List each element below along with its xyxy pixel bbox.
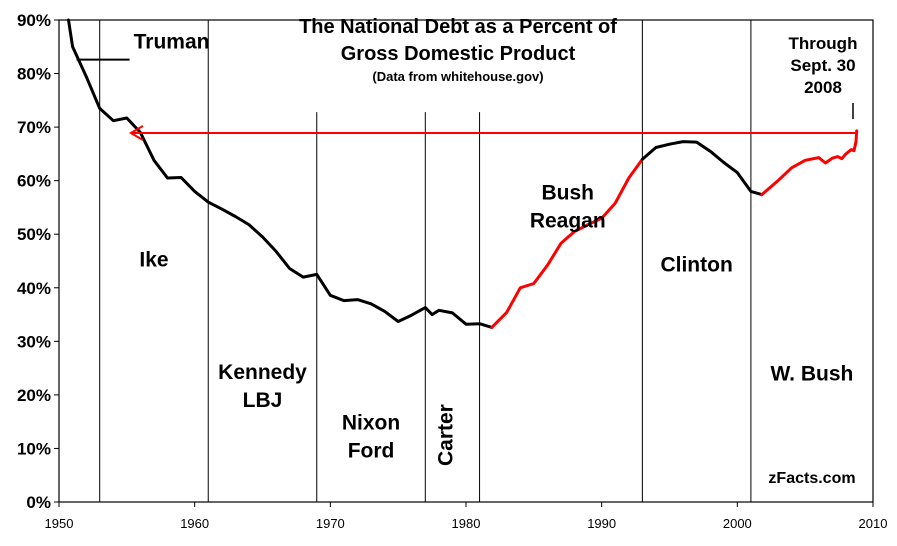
y-tick-label: 70%: [17, 118, 51, 137]
x-tick-label: 1950: [45, 516, 74, 531]
series-line-2: [490, 157, 644, 329]
y-tick-label: 40%: [17, 279, 51, 298]
y-tick-label: 60%: [17, 172, 51, 191]
president-label-kennedy-lbj: Kennedy: [218, 361, 307, 384]
series-line-1: [67, 18, 494, 329]
y-tick-label: 0%: [26, 493, 51, 512]
reference-arrow-head: [128, 125, 144, 141]
president-label-ike: Ike: [139, 248, 168, 271]
x-tick-label: 2000: [723, 516, 752, 531]
chart-title-line: The National Debt as a Percent of: [299, 16, 617, 38]
chart-subtitle: (Data from whitehouse.gov): [372, 69, 543, 84]
president-label-w-bush: W. Bush: [771, 362, 854, 385]
y-tick-label: 50%: [17, 225, 51, 244]
y-tick-label: 20%: [17, 386, 51, 405]
president-label-bush-reagan: Bush: [542, 181, 595, 204]
president-label-truman: Truman: [134, 30, 210, 53]
labels-layer: The National Debt as a Percent of Gross D…: [76, 16, 858, 487]
y-tick-label: 30%: [17, 332, 51, 351]
through-date-note: 2008: [804, 78, 842, 97]
president-label-bush-reagan: Reagan: [530, 209, 606, 232]
x-tick-label: 1990: [587, 516, 616, 531]
y-tick-label: 10%: [17, 439, 51, 458]
axes-layer: 0% 10% 20% 30% 40% 50% 60% 70% 80% 90% 1950 1960 197…: [17, 11, 887, 531]
through-date-note: Through: [789, 34, 858, 53]
x-tick-label: 1970: [316, 516, 345, 531]
y-tick-label: 90%: [17, 11, 51, 30]
x-tick-label: 2010: [859, 516, 888, 531]
x-tick-label: 1960: [180, 516, 209, 531]
president-label-nixon-ford: Ford: [348, 440, 395, 463]
chart-title-line: Gross Domestic Product: [341, 43, 576, 65]
through-date-note: Sept. 30: [790, 56, 855, 75]
president-label-clinton: Clinton: [660, 254, 732, 277]
y-tick-label: 80%: [17, 65, 51, 84]
series-line-4: [760, 129, 859, 197]
series-line-3: [640, 140, 764, 197]
watermark-label: zFacts.com: [768, 470, 855, 487]
president-label-kennedy-lbj: LBJ: [243, 389, 283, 412]
term-boundaries-layer: [99, 20, 752, 502]
x-tick-label: 1980: [452, 516, 481, 531]
president-label-nixon-ford: Nixon: [342, 412, 400, 435]
president-label-carter: Carter: [434, 404, 457, 466]
series-layer: [67, 18, 859, 329]
